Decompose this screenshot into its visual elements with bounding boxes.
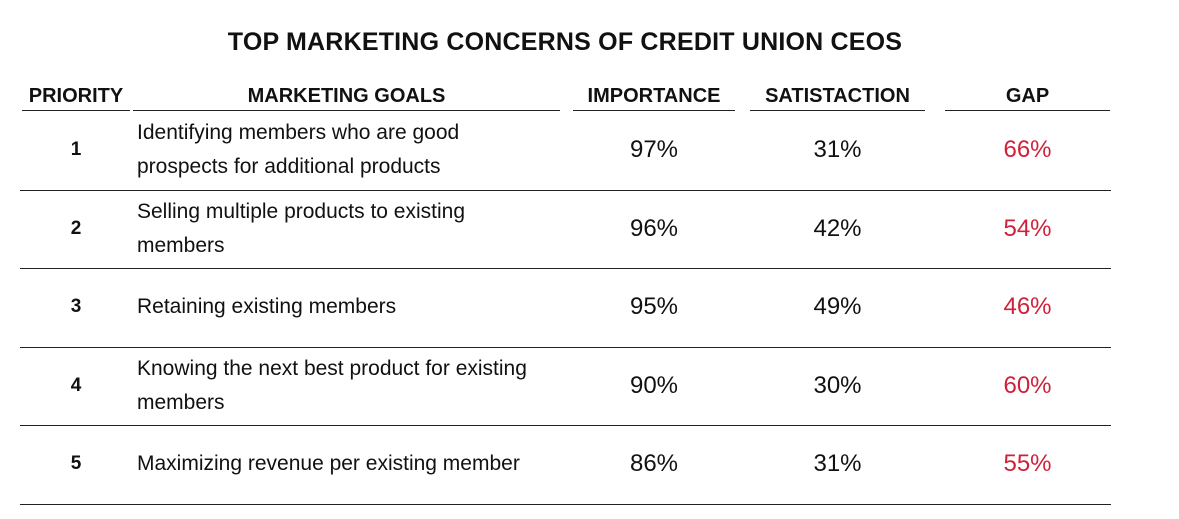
column-header: PRIORITY — [22, 82, 130, 111]
importance-cell: 95% — [629, 293, 679, 321]
row-divider — [20, 268, 1111, 269]
importance-cell: 97% — [629, 136, 679, 164]
goal-cell: Retaining existing members — [137, 269, 547, 346]
satisfaction-cell: 42% — [813, 214, 862, 242]
goal-text: Selling multiple products to existing me… — [137, 199, 466, 257]
column-header: IMPORTANCE — [573, 82, 735, 111]
gap-cell: 55% — [1003, 450, 1052, 478]
row-divider — [20, 503, 1111, 505]
table-title: TOP MARKETING CONCERNS OF CREDIT UNION C… — [227, 28, 903, 56]
gap-cell: 46% — [1003, 293, 1052, 321]
priority-cell: 1 — [70, 139, 82, 161]
goal-text: Identifying members who are good prospec… — [137, 121, 460, 179]
satisfaction-cell: 31% — [813, 450, 862, 478]
priority-cell: 4 — [70, 374, 82, 396]
goal-text: Maximizing revenue per existing member — [137, 452, 520, 476]
goal-cell: Knowing the next best product for existi… — [137, 348, 547, 425]
priority-cell: 2 — [70, 217, 82, 239]
importance-cell: 96% — [629, 214, 679, 242]
column-header: MARKETING GOALS — [133, 82, 560, 111]
goal-cell: Selling multiple products to existing me… — [137, 191, 547, 268]
goal-cell: Identifying members who are good prospec… — [137, 112, 547, 189]
gap-cell: 66% — [1003, 136, 1052, 164]
column-header: SATISTACTION — [750, 82, 925, 111]
row-divider — [20, 346, 1111, 348]
satisfaction-cell: 49% — [813, 293, 862, 321]
importance-cell: 86% — [629, 450, 679, 478]
satisfaction-cell: 30% — [813, 371, 862, 399]
goal-cell: Maximizing revenue per existing member — [137, 426, 547, 503]
row-divider — [20, 189, 1111, 191]
gap-cell: 60% — [1003, 371, 1052, 399]
goal-text: Retaining existing members — [137, 295, 397, 319]
satisfaction-cell: 31% — [813, 136, 862, 164]
priority-cell: 5 — [70, 453, 82, 475]
gap-cell: 54% — [1003, 214, 1052, 242]
row-divider — [20, 425, 1111, 426]
goal-text: Knowing the next best product for existi… — [137, 356, 527, 414]
importance-cell: 90% — [629, 371, 679, 399]
column-header: GAP — [945, 82, 1110, 111]
priority-cell: 3 — [70, 296, 82, 318]
